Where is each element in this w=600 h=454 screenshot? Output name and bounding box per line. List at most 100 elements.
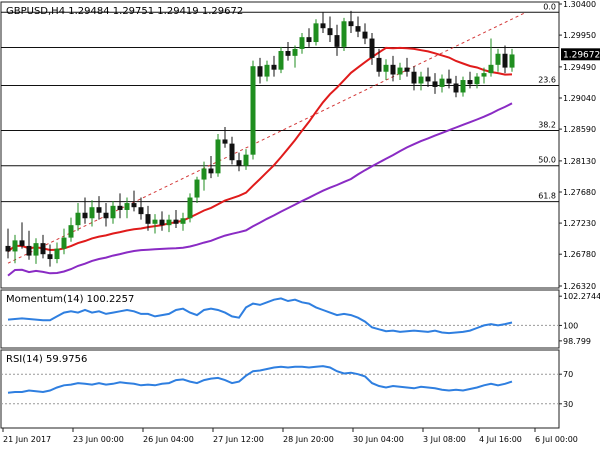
candle-body: [61, 237, 67, 249]
candle-body: [369, 38, 375, 58]
fib-level-label: 50.0: [538, 156, 556, 165]
price-panel: 0.0 23.6 38.2 50.0 61.8 GBPUSD,H4 1.29484 1.…: [0, 0, 600, 291]
candle: [19, 222, 25, 249]
candle-body: [355, 26, 361, 32]
price-tick-label: 1.28130: [563, 157, 596, 166]
candle: [327, 16, 333, 43]
candle: [467, 71, 473, 89]
candle: [61, 228, 67, 255]
candle-body: [404, 67, 410, 72]
momentum-axis: 102.2744 100 98.799: [559, 292, 600, 346]
candle-body: [271, 64, 277, 70]
momentum-panel: Momentum(14) 100.2257 102.2744 100 98.799: [0, 289, 600, 349]
price-axis: 1.30400 1.29950 1.29490 1.29040 1.28590 1.281…: [559, 0, 596, 291]
candle: [215, 133, 221, 177]
candle: [292, 45, 298, 68]
time-tick-label: 27 Jun 12:00: [213, 435, 264, 444]
candle: [453, 75, 459, 98]
momentum-tick-label: 98.799: [563, 337, 591, 346]
candle: [404, 57, 410, 77]
candle: [278, 46, 284, 74]
candle: [145, 205, 151, 231]
candle: [383, 59, 389, 81]
candle-body: [75, 212, 81, 226]
candle-body: [145, 214, 151, 224]
price-tick-label: 1.29040: [563, 94, 596, 103]
candle-body: [481, 73, 487, 77]
candle: [180, 212, 186, 231]
candle: [250, 60, 256, 160]
candle: [208, 156, 214, 179]
candle-body: [418, 76, 424, 84]
candle-body: [103, 212, 109, 219]
candle: [299, 33, 305, 54]
candle: [271, 55, 277, 77]
candle: [285, 42, 291, 61]
candle-body: [47, 254, 53, 260]
candle: [110, 200, 116, 224]
candle: [68, 217, 74, 242]
candle-body: [54, 248, 60, 260]
candle-body: [432, 81, 438, 87]
candle-body: [397, 67, 403, 75]
time-tick-label: 3 Jul 08:00: [423, 435, 466, 444]
rsi-tick-label: 30: [563, 400, 573, 409]
momentum-tick-label: 100: [563, 321, 578, 330]
candle-body: [236, 160, 242, 166]
fibonacci-levels: 0.0 23.6 38.2 50.0 61.8: [1, 2, 559, 203]
candle-body: [40, 243, 46, 255]
candle-body: [89, 207, 95, 219]
candle-body: [383, 64, 389, 72]
time-tick-label: 26 Jun 04:00: [143, 435, 194, 444]
candle-body: [215, 139, 221, 174]
candle: [12, 234, 18, 264]
candle: [152, 214, 158, 234]
candle-body: [110, 205, 116, 219]
momentum-tick-label: 102.2744: [563, 292, 600, 301]
candle-body: [26, 245, 32, 256]
candle: [26, 230, 32, 260]
candle: [5, 228, 11, 259]
candle: [495, 48, 501, 72]
time-tick-label: 21 Jun 2017: [3, 435, 51, 444]
candle-body: [376, 57, 382, 72]
candle: [355, 16, 361, 38]
candle-body: [453, 83, 459, 93]
candle: [117, 193, 123, 219]
candle-body: [285, 51, 291, 56]
candle-body: [117, 205, 123, 210]
price-panel-title: GBPUSD,H4 1.29484 1.29751 1.29419 1.2967…: [6, 6, 243, 17]
candle-body: [250, 66, 256, 155]
candle: [369, 33, 375, 65]
price-tick-label: 1.27230: [563, 219, 596, 228]
candle: [89, 200, 95, 227]
candle: [159, 211, 165, 231]
candle: [320, 12, 326, 34]
candle-body: [173, 219, 179, 224]
candle-body: [194, 179, 200, 198]
candle-body: [229, 143, 235, 161]
candle: [348, 10, 354, 34]
candle: [229, 136, 235, 165]
candle-body: [509, 54, 515, 68]
candle: [425, 67, 431, 87]
candle-body: [474, 76, 480, 85]
candle-body: [166, 219, 172, 226]
price-tick-label: 1.26320: [563, 282, 596, 291]
slow-moving-average-line: [7, 102, 513, 277]
candle-body: [124, 203, 130, 210]
time-tick-label: 23 Jun 00:00: [73, 435, 124, 444]
price-tick-label: 1.26780: [563, 250, 596, 259]
candle-body: [299, 37, 305, 49]
momentum-panel-title: Momentum(14) 100.2257: [6, 294, 134, 305]
candle-body: [460, 80, 466, 93]
candle: [502, 45, 508, 74]
rsi-panel-title: RSI(14) 59.9756: [6, 354, 87, 365]
time-tick-label: 6 Jul 00:00: [535, 435, 578, 444]
candle-body: [68, 225, 74, 238]
candle-body: [222, 139, 228, 144]
candle: [173, 209, 179, 228]
candle: [481, 67, 487, 84]
candle: [474, 73, 480, 89]
candle: [341, 17, 347, 51]
